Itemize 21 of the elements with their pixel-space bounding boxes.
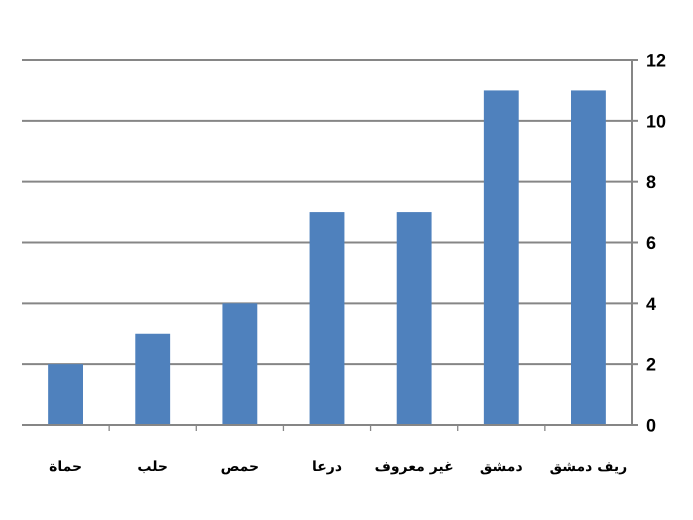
y-tick-label: 4 — [646, 294, 656, 314]
bar — [396, 212, 432, 425]
y-tick-label: 8 — [646, 172, 656, 192]
x-tick-label: حمص — [220, 459, 260, 475]
bar — [310, 212, 344, 425]
x-tick-label: دمشق — [480, 459, 523, 475]
x-tick-label: درعا — [312, 459, 342, 475]
bar — [48, 364, 83, 425]
bar — [484, 90, 519, 425]
y-tick-label: 10 — [646, 111, 666, 132]
x-tick-label: حماة — [49, 459, 82, 475]
x-tick-label: غير معروف — [374, 459, 454, 475]
y-tick-label: 6 — [646, 233, 656, 253]
bar — [135, 334, 170, 425]
y-tick-label: 0 — [646, 416, 656, 436]
x-tick-label: ريف دمشق — [550, 459, 628, 475]
bar — [222, 303, 258, 425]
x-tick-label: حلب — [137, 459, 168, 475]
y-tick-label: 2 — [646, 354, 656, 375]
bar — [571, 90, 606, 425]
y-tick-label: 12 — [646, 50, 666, 70]
